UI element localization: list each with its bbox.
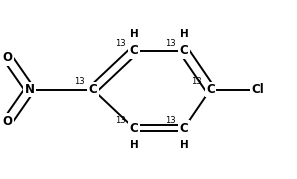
Text: O: O bbox=[3, 51, 13, 64]
Text: 13: 13 bbox=[115, 38, 126, 48]
Text: C: C bbox=[180, 44, 188, 57]
Text: 13: 13 bbox=[165, 116, 176, 125]
Text: C: C bbox=[180, 122, 188, 135]
Text: 13: 13 bbox=[192, 77, 202, 86]
Text: H: H bbox=[129, 140, 138, 150]
Text: 13: 13 bbox=[115, 116, 126, 125]
Text: C: C bbox=[129, 44, 138, 57]
Text: H: H bbox=[129, 29, 138, 39]
Text: C: C bbox=[129, 122, 138, 135]
Text: H: H bbox=[180, 140, 188, 150]
Text: N: N bbox=[25, 83, 35, 96]
Text: O: O bbox=[3, 115, 13, 128]
Text: C: C bbox=[206, 83, 215, 96]
Text: H: H bbox=[180, 29, 188, 39]
Text: Cl: Cl bbox=[251, 83, 264, 96]
Text: 13: 13 bbox=[74, 77, 85, 86]
Text: C: C bbox=[89, 83, 97, 96]
Text: 13: 13 bbox=[165, 38, 176, 48]
